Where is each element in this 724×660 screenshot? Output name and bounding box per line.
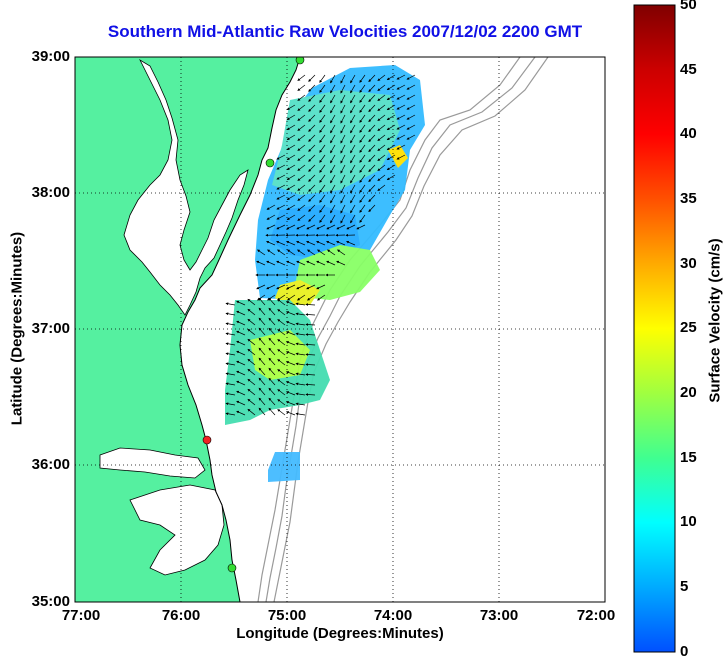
station-hatteras-marker xyxy=(228,564,236,572)
colorbar-tick-50: 50 xyxy=(680,0,697,13)
colorbar-tick-15: 15 xyxy=(680,449,697,466)
x-tick-75: 75:00 xyxy=(257,607,317,624)
colorbar-tick-20: 20 xyxy=(680,384,697,401)
velocity-arrow xyxy=(298,85,305,91)
x-tick-73: 73:00 xyxy=(469,607,529,624)
velocity-arrow xyxy=(309,75,315,81)
velocity-arrow xyxy=(306,314,315,315)
velocity-arrow xyxy=(320,75,325,82)
velocity-arrow xyxy=(226,303,235,305)
x-axis-label: Longitude (Degrees:Minutes) xyxy=(75,625,605,642)
x-tick-76: 76:00 xyxy=(151,607,211,624)
station-delaware-marker xyxy=(266,159,274,167)
x-tick-77: 77:00 xyxy=(51,607,111,624)
y-tick-37: 37:00 xyxy=(18,320,70,337)
colorbar-tick-40: 40 xyxy=(680,125,697,142)
x-tick-72: 72:00 xyxy=(566,607,626,624)
colorbar-tick-10: 10 xyxy=(680,513,697,530)
velocity-arrow xyxy=(298,75,305,81)
colorbar-label: Surface Velocity (cm/s) xyxy=(707,171,724,471)
velocity-arrow xyxy=(278,410,285,416)
y-tick-39: 39:00 xyxy=(18,48,70,65)
colorbar-tick-5: 5 xyxy=(680,578,688,595)
colorbar-tick-35: 35 xyxy=(680,190,697,207)
colorbar xyxy=(634,5,675,652)
colorbar-tick-0: 0 xyxy=(680,643,688,660)
y-tick-38: 38:00 xyxy=(18,184,70,201)
station-duck-marker xyxy=(203,436,211,444)
colorbar-tick-25: 25 xyxy=(680,319,697,336)
colorbar-tick-30: 30 xyxy=(680,255,697,272)
colorbar-tick-45: 45 xyxy=(680,61,697,78)
x-tick-74: 74:00 xyxy=(363,607,423,624)
y-tick-36: 36:00 xyxy=(18,456,70,473)
